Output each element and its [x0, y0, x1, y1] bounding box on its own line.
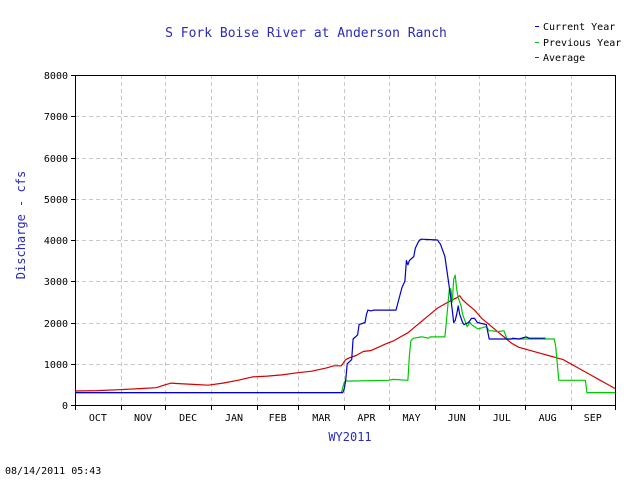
y-tick-label-8: 8000: [44, 71, 68, 82]
x-tick-label-mar: MAR: [312, 413, 331, 424]
y-tick-label-2: 2000: [44, 319, 68, 330]
grid: [75, 75, 615, 405]
legend-label-previous-year: Previous Year: [543, 38, 621, 49]
axes: 0 1000 2000 3000 4000 5000 6000 7000 8000 OCT NOV D…: [44, 71, 616, 424]
y-tick-label-6: 6000: [44, 154, 68, 165]
timestamp: 08/14/2011 05:43: [5, 466, 101, 477]
x-tick-label-oct: OCT: [89, 413, 107, 424]
chart-title: S Fork Boise River at Anderson Ranch: [165, 26, 447, 41]
series-lines: [74, 238, 616, 394]
y-tick-label-5: 5000: [44, 195, 68, 206]
legend-label-average: Average: [543, 53, 585, 64]
x-tick-label-may: MAY: [403, 413, 421, 424]
plot-frame: [75, 75, 616, 406]
y-tick-label-3: 3000: [44, 277, 68, 288]
x-tick-label-feb: FEB: [269, 413, 287, 424]
series-line-current-year: [75, 238, 546, 394]
x-tick-label-nov: NOV: [134, 413, 152, 424]
y-tick-label-1: 1000: [44, 360, 68, 371]
x-axis-label: WY2011: [328, 430, 371, 444]
series-line-average: [74, 295, 616, 392]
x-tick-label-sep: SEP: [584, 413, 602, 424]
y-tick-label-7: 7000: [44, 112, 68, 123]
x-tick-label-aug: AUG: [539, 413, 557, 424]
x-tick-label-jan: JAN: [225, 413, 243, 424]
x-tick-label-jun: JUN: [448, 413, 466, 424]
series-line-previous-year: [75, 274, 615, 394]
y-tick-label-0: 0: [62, 401, 68, 412]
x-tick-label-dec: DEC: [179, 413, 197, 424]
legend: Current Year Previous Year Average: [535, 22, 621, 64]
y-tick-label-4: 4000: [44, 236, 68, 247]
x-tick-label-apr: APR: [357, 413, 376, 424]
x-tick-label-jul: JUL: [493, 413, 511, 424]
y-axis-label: Discharge - cfs: [14, 171, 28, 279]
legend-label-current-year: Current Year: [543, 22, 615, 33]
